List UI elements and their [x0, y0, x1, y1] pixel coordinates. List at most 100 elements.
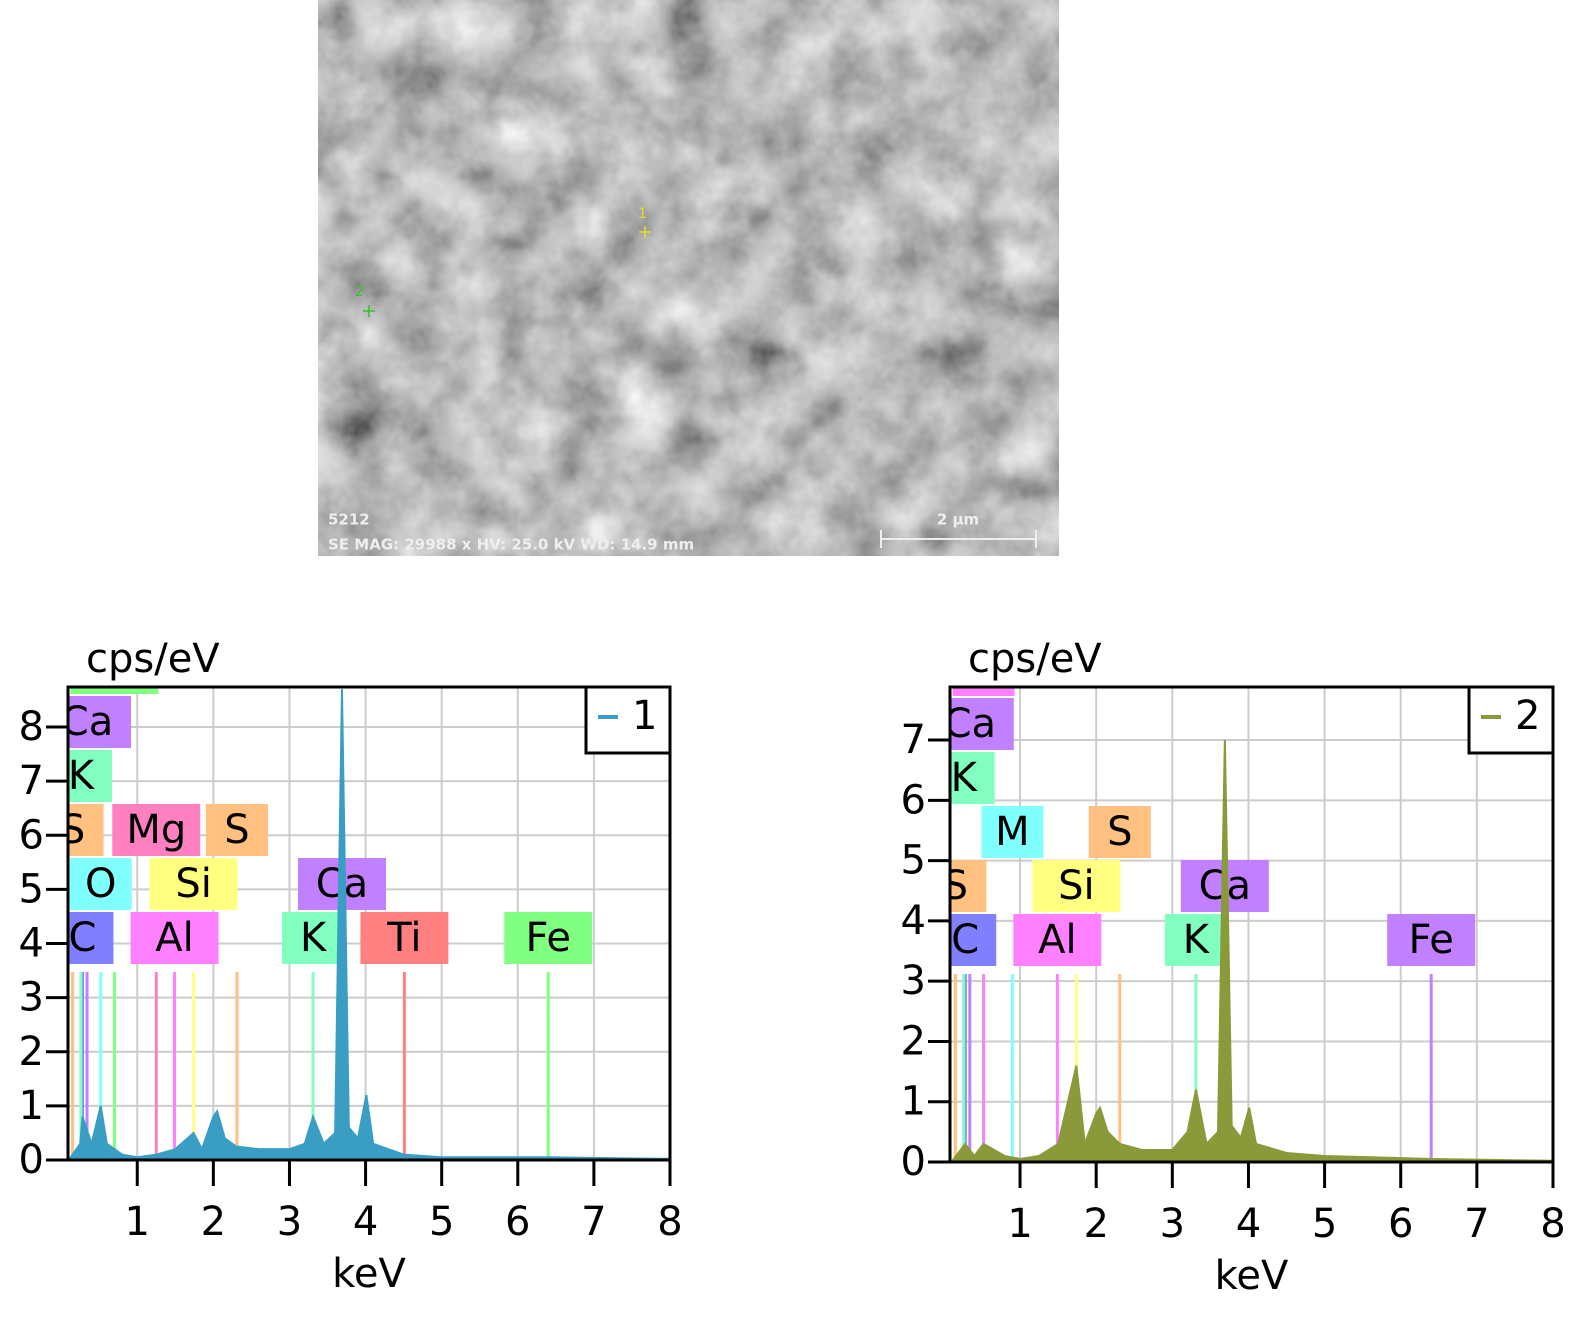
element-label: S — [224, 807, 249, 853]
x-axis-label: keV — [1215, 1253, 1289, 1299]
point-cross — [363, 305, 375, 317]
plot-area: CSMKCaOAlSiSKCaFe — [943, 647, 1553, 1162]
element-box — [1013, 914, 1102, 966]
element-box — [950, 914, 997, 966]
x-tick-label: 1 — [125, 1199, 150, 1245]
x-tick-label: 6 — [1388, 1201, 1413, 1247]
x-tick-label: 5 — [1312, 1201, 1337, 1247]
y-tick-label: 4 — [901, 898, 926, 944]
y-axis-label: cps/eV — [968, 636, 1102, 682]
element-box — [950, 752, 995, 804]
x-tick-label: 8 — [1540, 1201, 1565, 1247]
y-tick-label: 7 — [901, 717, 926, 763]
element-label: Fe — [92, 645, 137, 691]
element-label: S — [1107, 809, 1132, 855]
x-tick-label: 4 — [1236, 1201, 1261, 1247]
y-tick-label: 7 — [19, 758, 44, 804]
element-box — [952, 687, 1015, 696]
y-tick-label: 1 — [19, 1083, 44, 1129]
element-label: Ca — [944, 701, 996, 747]
element-box — [360, 912, 449, 964]
sem-texture — [318, 0, 1059, 556]
sem-image: 5212 SE MAG: 29988 x HV: 25.0 kV WD: 14.… — [318, 0, 1059, 556]
plot-frame — [948, 685, 1555, 1164]
element-label: Si — [175, 861, 212, 907]
element-box — [68, 696, 132, 748]
element-box — [70, 687, 159, 694]
element-label: C — [68, 915, 96, 961]
x-tick-label: 5 — [429, 1199, 454, 1245]
x-tick-label: 4 — [353, 1199, 378, 1245]
x-tick-label: 7 — [581, 1199, 606, 1245]
y-tick-label: 6 — [19, 812, 44, 858]
x-tick-label: 6 — [505, 1199, 530, 1245]
scale-label: 2 µm — [937, 511, 979, 529]
y-tick-label: 3 — [19, 975, 44, 1021]
point-label: 2 — [355, 284, 364, 300]
x-tick-label: 8 — [657, 1199, 682, 1245]
point-label: 1 — [638, 206, 647, 222]
element-label: C — [951, 917, 979, 963]
element-label: Mg — [126, 807, 186, 853]
y-tick-label: 2 — [901, 1018, 926, 1064]
element-box — [1164, 914, 1227, 966]
legend-label: 1 — [632, 693, 657, 739]
legend-label: 2 — [1515, 693, 1540, 739]
element-label: Si — [1058, 863, 1095, 909]
element-box — [282, 912, 345, 964]
element-box — [950, 860, 987, 912]
spectrum — [950, 740, 1553, 1162]
element-box — [68, 750, 112, 802]
y-tick-label: 5 — [19, 866, 44, 912]
element-box — [130, 912, 219, 964]
element-label: K — [1183, 917, 1211, 963]
x-tick-label: 2 — [201, 1199, 226, 1245]
y-tick-label: 5 — [901, 838, 926, 884]
element-label: K — [68, 753, 96, 799]
y-tick-label: 3 — [901, 958, 926, 1004]
element-box — [981, 806, 1044, 858]
element-box — [504, 912, 593, 964]
element-label: S — [943, 863, 968, 909]
point-cross — [639, 226, 651, 238]
element-label: O — [968, 647, 999, 693]
legend-box — [1467, 685, 1555, 755]
y-tick-label: 1 — [901, 1079, 926, 1125]
x-tick-label: 7 — [1464, 1201, 1489, 1247]
element-label: Fe — [526, 915, 571, 961]
element-label: K — [300, 915, 328, 961]
element-box — [69, 858, 132, 910]
element-box — [1387, 914, 1476, 966]
plot-frame — [66, 685, 672, 1162]
y-tick-label: 0 — [19, 1137, 44, 1183]
plot-area: COSMgKCaFeAlSiSKCaTiFe — [60, 645, 670, 1160]
x-axis-label: keV — [332, 1251, 406, 1297]
element-label: Ca — [61, 699, 113, 745]
element-box — [68, 912, 114, 964]
element-box — [205, 804, 268, 856]
element-box — [950, 698, 1014, 750]
element-label: Al — [155, 915, 193, 961]
element-box — [1088, 806, 1151, 858]
element-label: M — [995, 809, 1030, 855]
element-box — [68, 804, 104, 856]
element-box — [112, 804, 201, 856]
x-tick-label: 2 — [1083, 1201, 1108, 1247]
y-tick-label: 2 — [19, 1029, 44, 1075]
y-axis-label: cps/eV — [86, 636, 220, 682]
y-tick-label: 8 — [19, 704, 44, 750]
sem-info: SE MAG: 29988 x HV: 25.0 kV WD: 14.9 mm — [328, 536, 694, 554]
element-label: S — [60, 807, 85, 853]
element-label: Al — [1038, 917, 1076, 963]
element-label: Ti — [386, 915, 421, 961]
x-tick-label: 3 — [277, 1199, 302, 1245]
element-label: Fe — [1408, 917, 1453, 963]
element-label: O — [85, 861, 116, 907]
element-label: K — [951, 755, 979, 801]
sem-sample: 5212 — [328, 511, 370, 529]
x-tick-label: 1 — [1007, 1201, 1032, 1247]
spectrum — [68, 689, 670, 1160]
legend-box — [584, 685, 672, 755]
y-tick-label: 4 — [19, 921, 44, 967]
